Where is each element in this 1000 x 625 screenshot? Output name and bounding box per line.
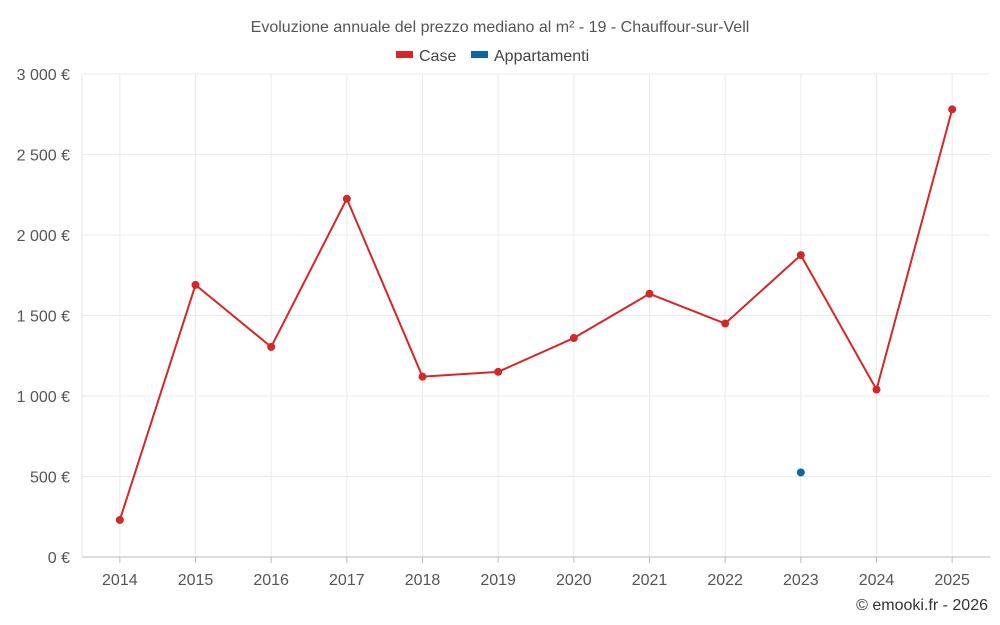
point-case-2022[interactable] [721, 319, 730, 328]
point-case-2019[interactable] [494, 367, 503, 376]
x-tick-label: 2024 [859, 572, 895, 589]
point-case-2017[interactable] [342, 194, 351, 203]
y-tick-label: 0 € [48, 550, 70, 567]
point-case-2016[interactable] [267, 342, 276, 351]
x-tick-label: 2017 [329, 572, 365, 589]
y-tick-label: 500 € [30, 470, 70, 487]
legend-label-case[interactable]: Case [419, 48, 456, 65]
x-tick-label: 2014 [102, 572, 138, 589]
credit: © emooki.fr - 2026 [856, 597, 988, 614]
x-tick-label: 2019 [480, 572, 516, 589]
chart-title: Evoluzione annuale del prezzo mediano al… [251, 19, 750, 36]
x-tick-label: 2025 [934, 572, 970, 589]
x-tick-label: 2021 [632, 572, 668, 589]
legend-label-appartamenti[interactable]: Appartamenti [494, 48, 589, 65]
y-tick-label: 1 000 € [17, 389, 70, 406]
x-tick-label: 2018 [405, 572, 441, 589]
x-tick-label: 2022 [707, 572, 743, 589]
series-layer [115, 105, 957, 524]
legend-swatch-case [396, 51, 413, 58]
y-tick-label: 2 000 € [17, 228, 70, 245]
legend: Case Appartamenti [396, 48, 589, 65]
series-line-case [118, 109, 954, 521]
y-tick-label: 2 500 € [17, 148, 70, 165]
point-case-2023[interactable] [796, 251, 805, 260]
point-case-2025[interactable] [948, 105, 957, 114]
point-case-2014[interactable] [115, 515, 124, 524]
point-appartamenti-2023[interactable] [796, 468, 805, 477]
grid [82, 73, 990, 557]
y-tick-label: 1 500 € [17, 309, 70, 326]
point-case-2020[interactable] [569, 334, 578, 343]
x-tick-label: 2023 [783, 572, 819, 589]
axes: 0 € 500 € 1 000 € 1 500 € 2 000 € 2 500 € 3 00… [17, 67, 990, 589]
x-tick-label: 2016 [253, 572, 289, 589]
point-case-2024[interactable] [872, 385, 881, 394]
x-tick-label: 2015 [178, 572, 214, 589]
x-tick-label: 2020 [556, 572, 592, 589]
point-case-2015[interactable] [191, 280, 200, 289]
y-tick-label: 3 000 € [17, 67, 70, 84]
point-case-2021[interactable] [645, 289, 654, 298]
legend-swatch-appartamenti [471, 51, 488, 58]
point-case-2018[interactable] [418, 372, 427, 381]
